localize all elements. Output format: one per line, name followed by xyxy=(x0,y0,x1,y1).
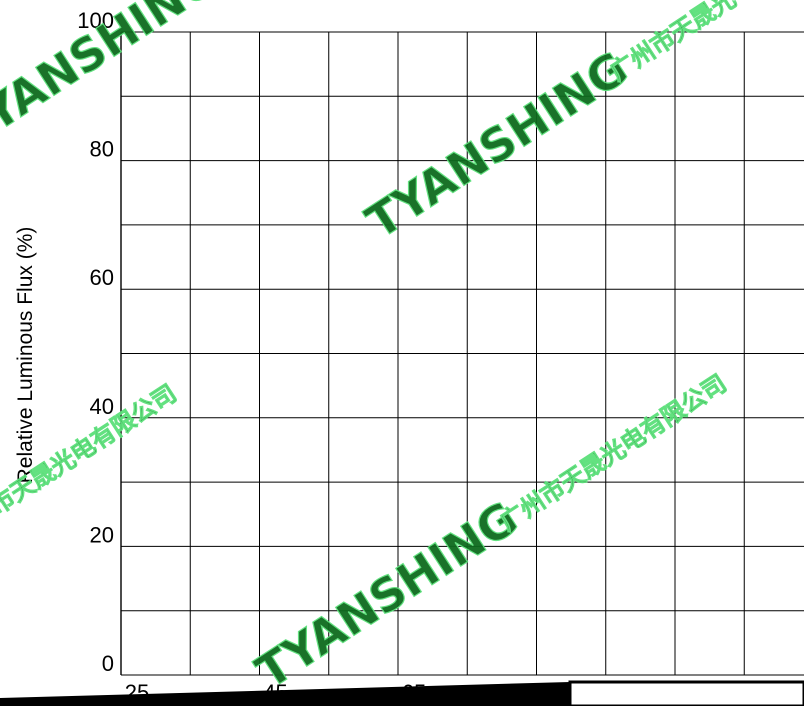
watermark-top-left: TYANSHING 广州市天晟光电有限公司 xyxy=(0,0,228,160)
y-tick-label: 40 xyxy=(90,394,114,419)
y-tick-label: 100 xyxy=(77,8,114,33)
watermark-cjk: 广州市天晟光电有限公司 xyxy=(605,0,804,86)
y-axis-label: Relative Luminous Flux (%) xyxy=(14,227,37,484)
watermark-cjk: 广州市天晟光电有限公司 xyxy=(495,369,732,536)
bottom-black-wedge xyxy=(0,682,570,706)
bottom-overlay-bars xyxy=(0,680,804,706)
watermark-bottom-center: TYANSHING 广州市天晟光电有限公司 xyxy=(246,369,732,700)
chart-grid xyxy=(120,31,804,676)
y-tick-label: 60 xyxy=(90,265,114,290)
y-tick-label: 0 xyxy=(102,651,114,676)
y-axis-ticks: 0 20 40 60 80 100 xyxy=(77,8,114,676)
watermark-latin: TYANSHING xyxy=(0,0,227,159)
y-tick-label: 20 xyxy=(90,522,114,547)
watermark-top-center: TYANSHING 广州市天晟光电有限公司 xyxy=(356,0,804,250)
watermark-latin: TYANSHING xyxy=(247,491,528,699)
bottom-white-band xyxy=(568,680,804,706)
y-tick-label: 80 xyxy=(90,137,114,162)
watermark-latin: TYANSHING xyxy=(357,41,638,249)
